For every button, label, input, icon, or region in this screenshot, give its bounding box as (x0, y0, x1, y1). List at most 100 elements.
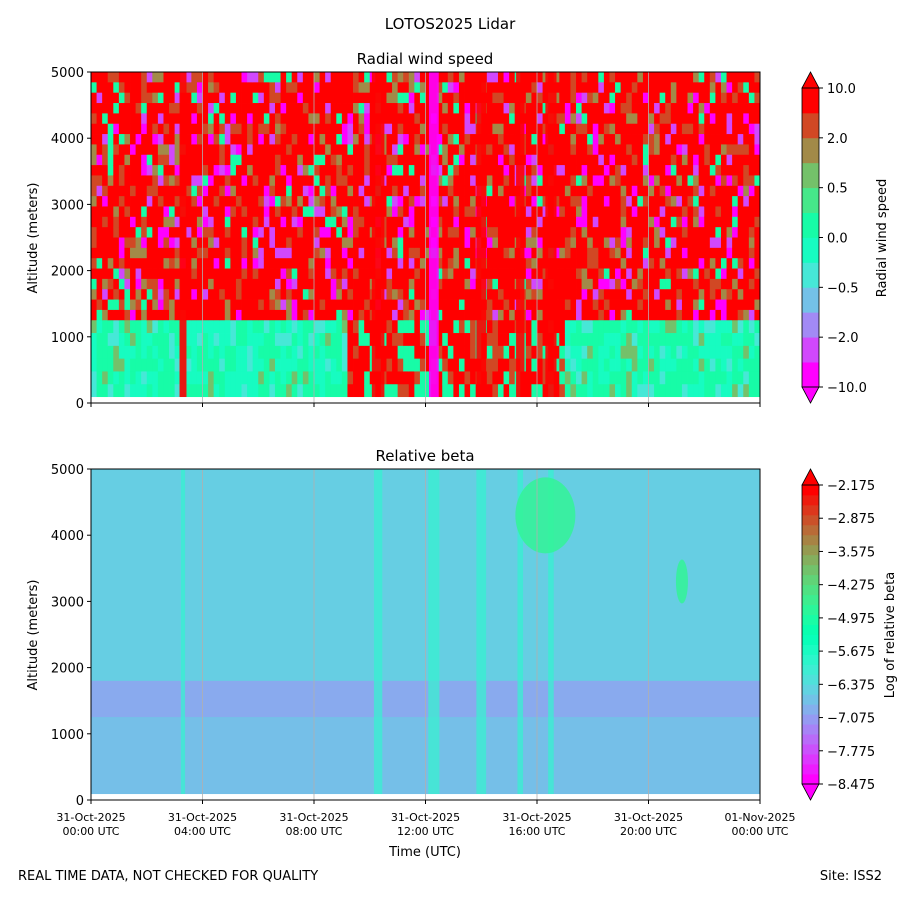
radial-wind-colorbar-label: Radial wind speed (875, 179, 890, 297)
radial-wind-colorbar-band-0 (802, 362, 819, 388)
relative-beta-colorbar-band-19 (802, 584, 819, 596)
site-label: Site: ISS2 (819, 869, 882, 884)
relative-beta-ytick-label-2: 2000 (51, 662, 84, 677)
relative-beta-ytick-label-1: 1000 (51, 728, 84, 743)
relative-beta-colorbar-frame (801, 484, 820, 785)
relative-beta-xtick-time-1: 04:00 UTC (174, 825, 231, 838)
relative-beta-colorbar-band-16 (802, 614, 819, 625)
quality-disclaimer: REAL TIME DATA, NOT CHECKED FOR QUALITY (18, 869, 319, 884)
radial-wind-colorbar-band-2 (802, 312, 819, 338)
relative-beta-ylabel: Altitude (meters) (26, 580, 41, 691)
relative-beta-colorbar-band-18 (802, 594, 819, 605)
relative-beta-cloud-1 (515, 477, 576, 554)
radial-wind-panel: Radial wind speed 010002000300040005000 … (26, 50, 890, 412)
radial-wind-column-4 (516, 72, 525, 398)
relative-beta-colorbar-band-29 (802, 485, 819, 496)
radial-wind-colorbar-band-4 (802, 262, 819, 288)
relative-beta-colorbar-tick-label-4: −4.975 (827, 612, 875, 627)
relative-beta-colorbar-band-22 (802, 554, 819, 566)
relative-beta-colorbar-band-5 (802, 724, 819, 735)
radial-wind-colorbar-tick-label-4: −0.5 (827, 281, 859, 296)
relative-beta-ytick-label-3: 3000 (51, 595, 84, 610)
radial-wind-title: Radial wind speed (357, 50, 494, 68)
relative-beta-colorbar-band-3 (802, 744, 819, 755)
relative-beta-colorbar-band-25 (802, 524, 819, 536)
relative-beta-ytick-label-5: 5000 (51, 463, 84, 478)
relative-beta-column-2 (428, 469, 440, 795)
relative-beta-column-0 (180, 469, 186, 795)
relative-beta-colorbar-tick-label-8: −7.775 (827, 745, 875, 760)
radial-wind-colorbar-band-7 (802, 187, 819, 213)
relative-beta-xtick-date-5: 31-Oct-2025 (614, 811, 683, 824)
relative-beta-column-4 (517, 469, 524, 795)
radial-wind-column-3 (476, 72, 487, 398)
relative-beta-colorbar-band-15 (802, 624, 819, 635)
relative-beta-colorbar-band-10 (802, 674, 819, 685)
radial-wind-ytick-label-2: 2000 (51, 265, 84, 280)
radial-wind-colorbar-band-3 (802, 287, 819, 313)
relative-beta-colorbar-band-23 (802, 544, 819, 556)
radial-wind-ytick-label-0: 0 (76, 397, 84, 412)
radial-wind-colorbar-extend-max (801, 71, 820, 89)
radial-wind-column-1 (371, 72, 385, 398)
relative-beta-colorbar-tick-label-7: −7.075 (827, 712, 875, 727)
relative-beta-colorbar-band-1 (802, 764, 819, 775)
radial-wind-x-axis (90, 403, 761, 407)
relative-beta-xtick-time-2: 08:00 UTC (285, 825, 342, 838)
relative-beta-colorbar-band-8 (802, 694, 819, 705)
relative-beta-xtick-date-1: 31-Oct-2025 (168, 811, 237, 824)
relative-beta-xtick-date-2: 31-Oct-2025 (279, 811, 348, 824)
radial-wind-ytick-label-1: 1000 (51, 331, 84, 346)
relative-beta-xtick-date-6: 01-Nov-2025 (724, 811, 795, 824)
radial-wind-colorbar-tick-label-3: 0.0 (827, 232, 848, 247)
relative-beta-xtick-time-3: 12:00 UTC (397, 825, 454, 838)
relative-beta-colorbar-tick-label-9: −8.475 (827, 778, 875, 793)
relative-beta-colorbar-tick-label-6: −6.375 (827, 678, 875, 693)
radial-wind-ytick-label-3: 3000 (51, 198, 84, 213)
relative-beta-colorbar-label: Log of relative beta (883, 572, 898, 699)
figure-title: LOTOS2025 Lidar (384, 15, 516, 33)
relative-beta-colorbar-band-24 (802, 534, 819, 546)
radial-wind-colorbar: 10.0 2.0 0.5 0.0 −0.5 −2.0 −10.0 Radial wind s… (801, 71, 890, 404)
relative-beta-colorbar-band-13 (802, 644, 819, 655)
radial-wind-colorbar-band-11 (802, 88, 819, 114)
relative-beta-xtick-date-4: 31-Oct-2025 (502, 811, 571, 824)
relative-beta-colorbar-band-14 (802, 634, 819, 645)
relative-beta-xtick-date-0: 31-Oct-2025 (56, 811, 125, 824)
relative-beta-column-1 (373, 469, 383, 795)
relative-beta-colorbar-band-9 (802, 684, 819, 695)
relative-beta-colorbar-band-12 (802, 654, 819, 665)
radial-wind-colorbar-extend-min (801, 386, 820, 404)
relative-beta-colorbar-band-2 (802, 754, 819, 765)
radial-wind-colorbar-band-6 (802, 212, 819, 238)
radial-wind-ylabel: Altitude (meters) (26, 183, 41, 294)
relative-beta-xtick-date-3: 31-Oct-2025 (391, 811, 460, 824)
relative-beta-colorbar-tick-label-1: −2.875 (827, 512, 875, 527)
radial-wind-ytick-label-4: 4000 (51, 132, 84, 147)
relative-beta-colorbar-tick-label-3: −4.275 (827, 579, 875, 594)
radial-wind-ytick-label-5: 5000 (51, 66, 84, 81)
relative-beta-colorbar-band-17 (802, 604, 819, 615)
relative-beta-colorbar-band-6 (802, 714, 819, 725)
radial-wind-colorbar-tick-label-5: −2.0 (827, 331, 859, 346)
relative-beta-colorbar-band-20 (802, 574, 819, 586)
relative-beta-colorbar-tick-label-5: −5.675 (827, 645, 875, 660)
relative-beta-colorbar-extend-min (801, 783, 820, 801)
radial-wind-colorbar-band-5 (802, 237, 819, 263)
relative-beta-colorbar-band-0 (802, 774, 819, 785)
relative-beta-xtick-time-0: 00:00 UTC (62, 825, 119, 838)
radial-wind-colorbar-tick-label-6: −10.0 (827, 381, 867, 396)
relative-beta-colorbar-band-26 (802, 514, 819, 526)
radial-wind-colorbar-tick-label-1: 2.0 (827, 132, 848, 147)
relative-beta-column-3 (476, 469, 487, 795)
relative-beta-ytick-label-0: 0 (76, 794, 84, 809)
relative-beta-title: Relative beta (375, 447, 474, 465)
radial-wind-colorbar-band-8 (802, 162, 819, 189)
relative-beta-panel: Relative beta 0 1000 2000 3000 4000 5000 31-O… (26, 447, 898, 860)
relative-beta-ytick-label-4: 4000 (51, 529, 84, 544)
relative-beta-colorbar: −2.175 −2.875 −3.575 −4.275 −4.975 −5.675 −6.3… (801, 468, 898, 801)
relative-beta-xlabel: Time (UTC) (388, 845, 461, 860)
